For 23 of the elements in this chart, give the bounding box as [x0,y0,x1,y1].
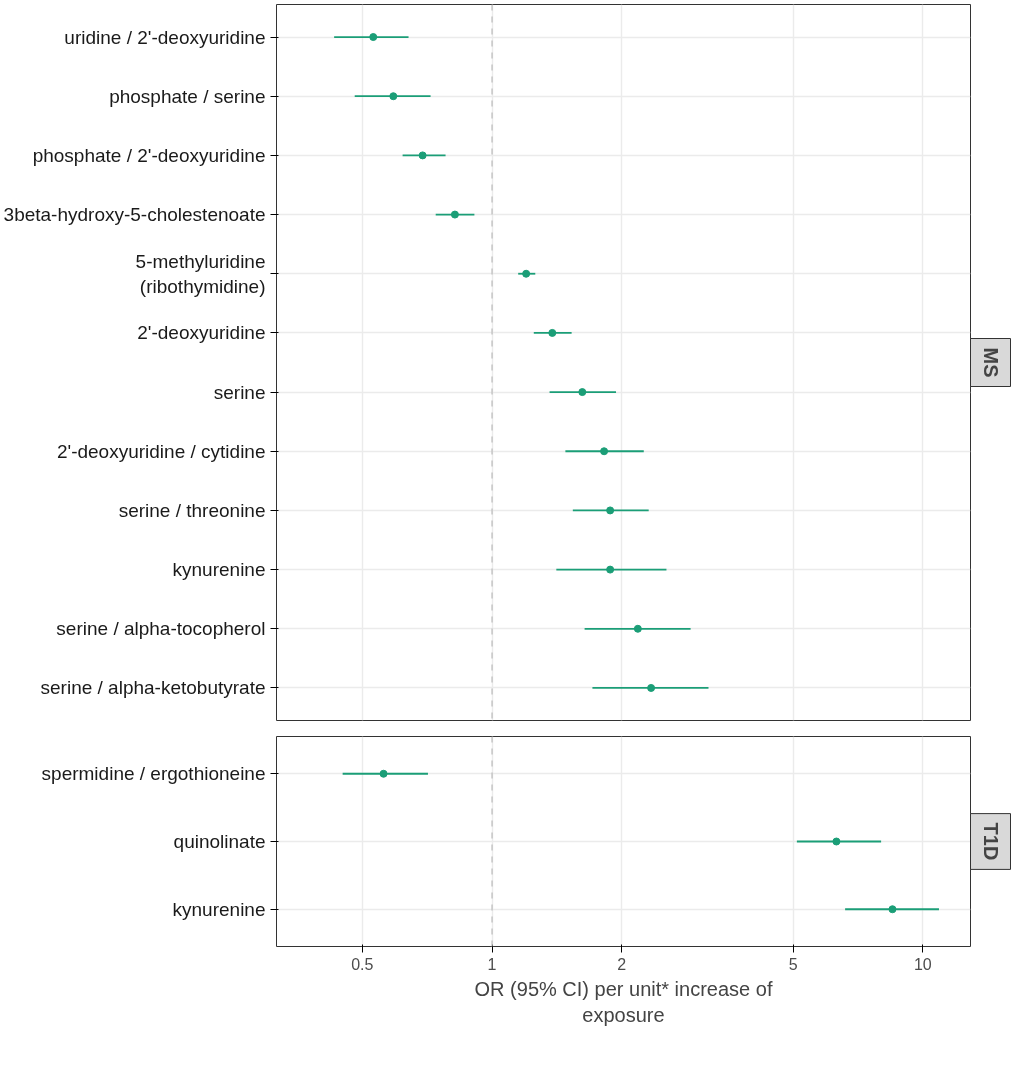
y-tick-label: phosphate / 2'-deoxyuridine [32,144,266,166]
y-tick-label: 2'-deoxyuridine / cytidine [56,440,266,462]
y-tick-label: 3beta-hydroxy-5-cholestenoate [3,204,266,226]
y-tick-label: uridine / 2'-deoxyuridine [64,26,266,48]
x-tick-label: 1 [487,955,497,973]
y-tick-label: 2'-deoxyuridine [137,322,266,344]
y-tick-label: serine / threonine [118,499,266,521]
y-tick-label: serine / alpha-ketobutyrate [40,677,266,699]
y-tick-label: serine / alpha-tocopherol [56,618,266,640]
text: MS [979,347,1002,378]
x-tick-label: 5 [788,955,798,973]
y-tick-label: quinolinate [173,831,266,852]
y-tick-label: phosphate / serine [109,85,266,107]
x-tick-label: 2 [617,955,627,973]
y-tick-label: 5-methyluridine (ribothymidine) [135,250,266,297]
x-axis-title: OR (95% CI) per unit* increase of exposure [474,977,773,1026]
y-tick-label: serine [213,381,266,403]
y-tick-label: kynurenine [172,898,266,920]
text: T1D [979,822,1002,861]
x-tick-label: 0.5 [351,955,374,973]
x-tick-label: 10 [913,955,932,973]
y-tick-label: kynurenine [172,559,266,581]
y-tick-label: spermidine / ergothioneine [41,763,266,785]
